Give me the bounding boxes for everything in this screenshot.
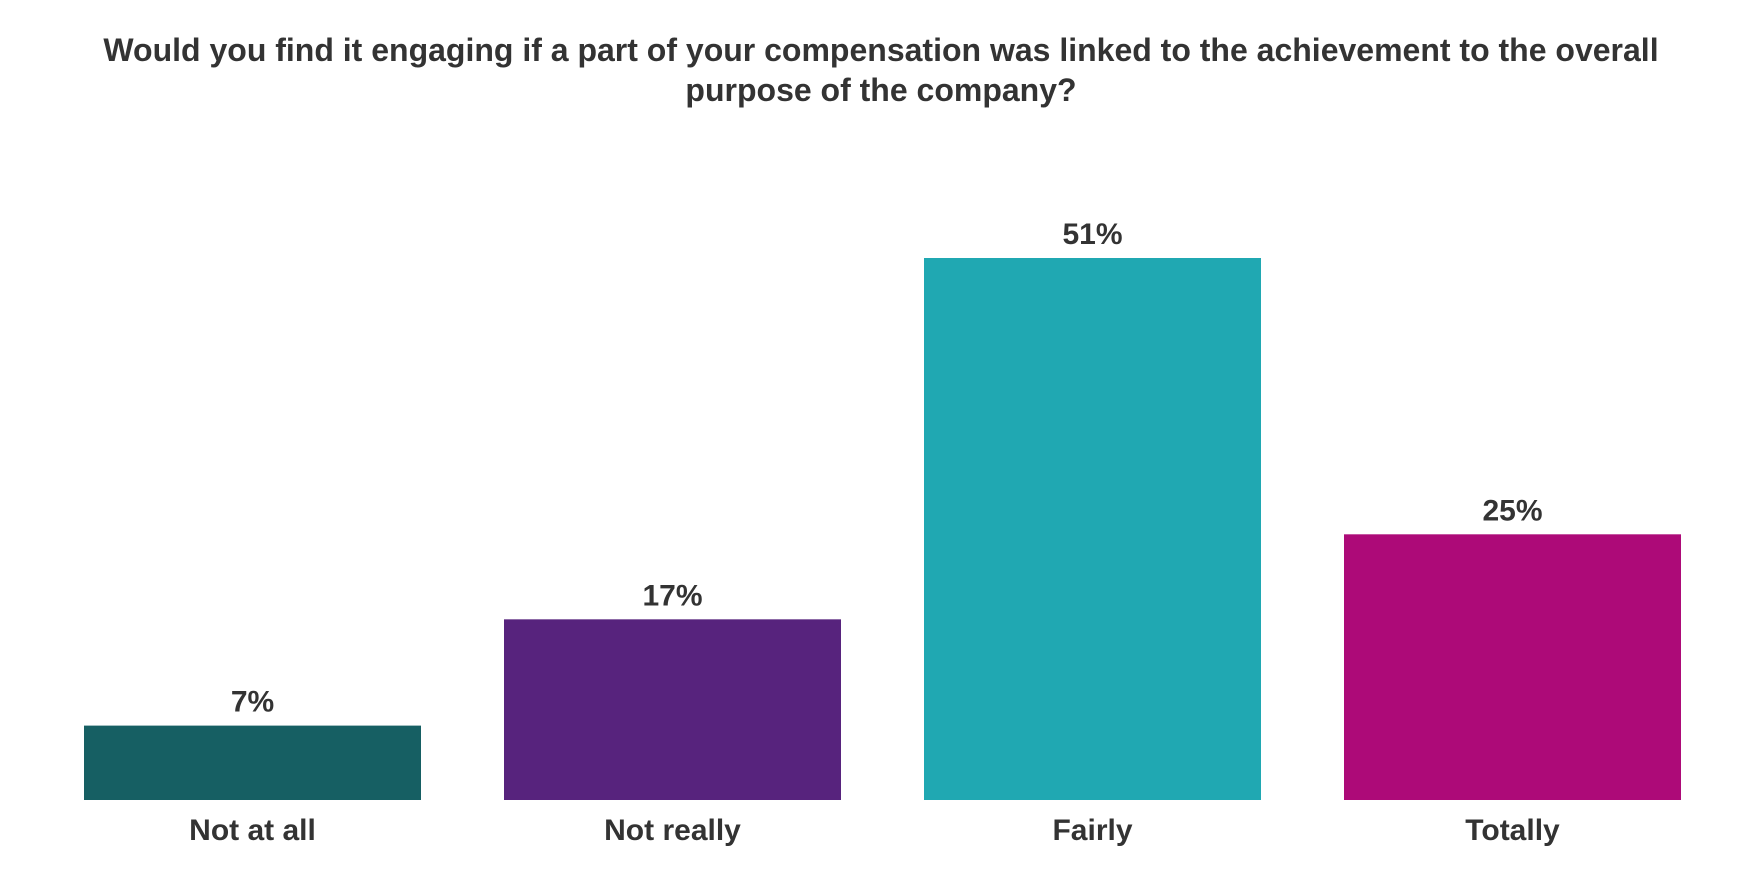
category-label-not-really: Not really xyxy=(604,814,741,847)
value-label-not-really: 17% xyxy=(642,579,702,612)
value-label-fairly: 51% xyxy=(1062,218,1122,251)
bar-not-really xyxy=(504,619,841,800)
bar-not-at-all xyxy=(84,725,421,800)
value-labels-group: 7% 17% 51% 25% xyxy=(231,218,1543,719)
category-label-totally: Totally xyxy=(1465,814,1560,847)
category-labels-group: Not at all Not really Fairly Totally xyxy=(189,814,1560,847)
bar-fairly xyxy=(924,258,1261,800)
value-label-not-at-all: 7% xyxy=(231,686,274,719)
bars-group xyxy=(84,258,1681,800)
category-label-not-at-all: Not at all xyxy=(189,814,316,847)
chart-title: Would you find it engaging if a part of … xyxy=(103,32,1659,108)
value-label-totally: 25% xyxy=(1482,494,1542,527)
bar-totally xyxy=(1344,534,1681,800)
category-label-fairly: Fairly xyxy=(1052,814,1132,847)
